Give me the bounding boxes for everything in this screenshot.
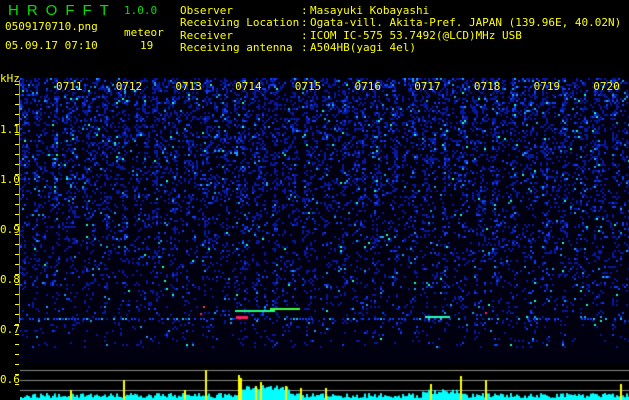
time-label: 0720 xyxy=(593,80,620,93)
info-label: Receiving antenna xyxy=(180,40,293,54)
time-label: 0714 xyxy=(235,80,262,93)
info-value: Masayuki Kobayashi xyxy=(310,4,430,17)
freq-tick xyxy=(15,194,19,195)
freq-tick xyxy=(15,214,19,215)
freq-tick xyxy=(15,324,19,325)
info-colon: : xyxy=(301,40,308,54)
info-label: Receiver xyxy=(180,28,233,42)
time-label: 0713 xyxy=(175,80,202,93)
freq-label: 0.9 xyxy=(0,223,20,236)
file-datetime: 05.09.17 07:10 xyxy=(5,39,98,52)
time-label: 0719 xyxy=(533,80,561,93)
time-label: 0712 xyxy=(115,80,143,93)
freq-tick xyxy=(15,144,19,145)
time-label: 0715 xyxy=(294,80,322,93)
info-colon: : xyxy=(301,16,308,30)
freq-tick xyxy=(15,134,19,135)
freq-tick xyxy=(15,344,19,345)
spectrogram xyxy=(20,78,629,400)
freq-tick xyxy=(15,174,19,175)
file-name: 0509170710.png xyxy=(5,20,98,33)
info-value: Ogata-vill. Akita-Pref. JAPAN (139.96E, … xyxy=(310,16,622,30)
freq-tick xyxy=(15,284,19,285)
freq-tick xyxy=(15,294,19,295)
app-title: HROFFT xyxy=(8,2,117,19)
freq-tick xyxy=(15,234,19,235)
freq-tick xyxy=(15,384,19,385)
meteor-label: meteor xyxy=(124,26,164,39)
freq-tick xyxy=(15,254,19,255)
info-label: Observer xyxy=(180,4,233,17)
info-value: ICOM IC-575 53.7492(@LCD)MHz USB xyxy=(310,28,522,42)
time-label: 0718 xyxy=(473,80,501,93)
freq-tick xyxy=(15,114,19,115)
freq-tick xyxy=(15,354,19,355)
freq-tick xyxy=(15,84,19,85)
time-label: 0711 xyxy=(56,80,83,93)
freq-tick xyxy=(15,274,19,275)
info-value: A504HB(yagi 4el) xyxy=(310,40,416,54)
freq-tick xyxy=(15,374,19,375)
freq-label: 0.8 xyxy=(0,273,20,286)
freq-tick xyxy=(15,104,19,105)
freq-label: 0.6 xyxy=(0,373,20,386)
info-colon: : xyxy=(301,4,308,17)
freq-label: 0.7 xyxy=(0,323,20,336)
freq-tick xyxy=(15,94,19,95)
info-colon: : xyxy=(301,28,308,42)
freq-tick xyxy=(15,204,19,205)
freq-label: 1.0 xyxy=(0,173,20,186)
info-label: Receiving Location xyxy=(180,16,300,30)
app-version: 1.0.0 xyxy=(124,4,158,17)
freq-tick xyxy=(15,154,19,155)
freq-tick xyxy=(15,184,19,185)
time-label: 0717 xyxy=(414,80,441,93)
freq-tick xyxy=(15,334,19,335)
freq-tick xyxy=(15,264,19,265)
freq-tick xyxy=(15,364,19,365)
freq-label: 1.1 xyxy=(0,123,20,136)
freq-tick xyxy=(15,124,19,125)
freq-tick xyxy=(15,304,19,305)
meteor-count: 19 xyxy=(140,39,154,52)
y-axis xyxy=(19,80,20,323)
freq-tick xyxy=(15,314,19,315)
freq-tick xyxy=(15,244,19,245)
freq-tick xyxy=(15,164,19,165)
time-label: 0716 xyxy=(354,80,382,93)
freq-tick xyxy=(15,224,19,225)
unit-label: kHz xyxy=(0,72,20,85)
